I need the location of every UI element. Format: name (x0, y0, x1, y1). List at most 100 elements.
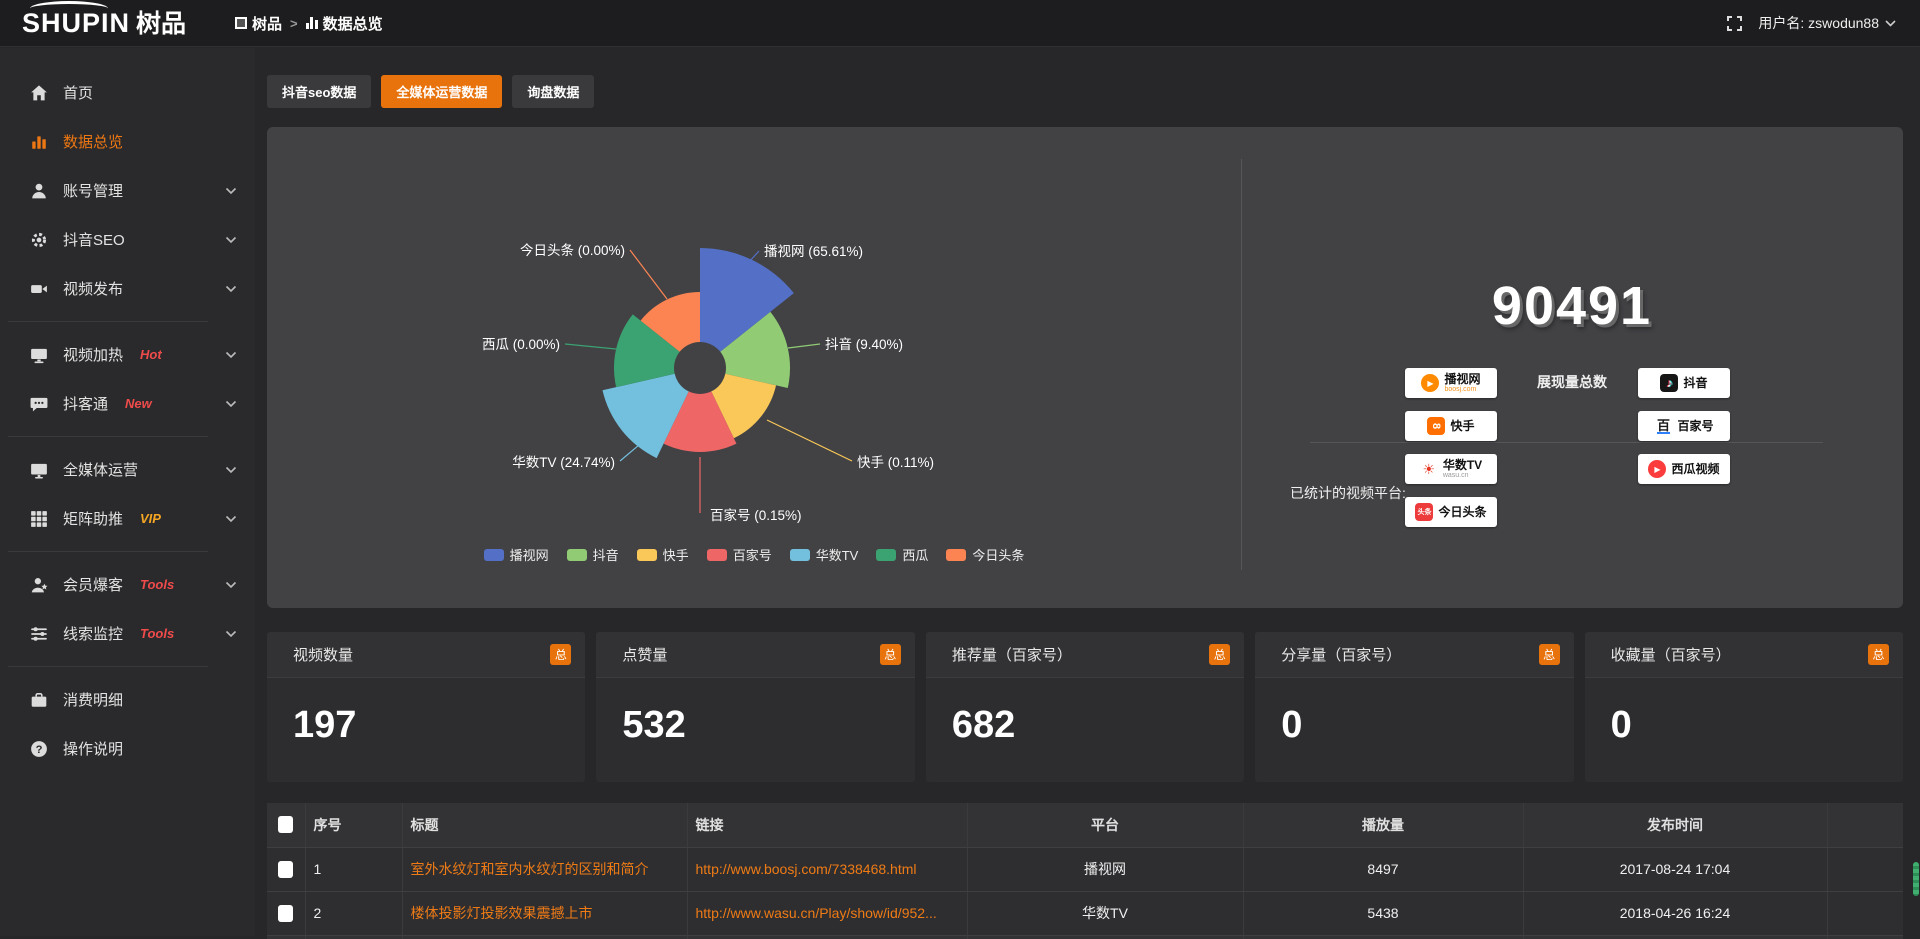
breadcrumb-current[interactable]: 数据总览 (306, 13, 383, 34)
breadcrumb-root[interactable]: 树品 (235, 13, 282, 34)
cell-platform: 播视网 (967, 847, 1243, 891)
legend-item-播视网[interactable]: 播视网 (484, 545, 549, 564)
col-header-7 (1827, 803, 1903, 847)
sidebar-item-label: 消费明细 (63, 689, 123, 710)
sidebar-item-label: 线索监控 (63, 623, 123, 644)
platform-column-right: ♪抖音百百家号▶西瓜视频 (1638, 368, 1730, 484)
sidebar-item-monitor[interactable]: 全媒体运营 (0, 445, 255, 494)
legend-item-西瓜[interactable]: 西瓜 (876, 545, 928, 564)
sidebar-item-video[interactable]: 视频发布 (0, 264, 255, 313)
cell-title[interactable]: 室外水纹灯和室内水纹灯的区别和简介 (402, 847, 687, 891)
platform-name: 百家号 (1677, 420, 1713, 432)
legend-label: 播视网 (510, 545, 549, 564)
page-scrollbar-thumb[interactable] (1913, 862, 1919, 896)
col-header-4: 平台 (967, 803, 1243, 847)
sidebar-divider (8, 436, 208, 437)
xigua-logo-icon: ▶ (1648, 460, 1666, 478)
col-header-1: 序号 (305, 803, 402, 847)
site-icon (235, 17, 247, 29)
sidebar-item-label: 矩阵助推 (63, 508, 123, 529)
cell-link[interactable]: http://www.boosj.com/7338468.html (687, 847, 967, 891)
breadcrumb: 树品 > 数据总览 (235, 13, 383, 34)
pie-label: 华数TV (24.74%) (512, 455, 615, 470)
sidebar-item-gear[interactable]: 抖音SEO (0, 215, 255, 264)
select-all-checkbox[interactable] (278, 816, 293, 833)
tab-2[interactable]: 询盘数据 (512, 75, 594, 108)
overview-panel: 播视网 (65.61%)抖音 (9.40%)快手 (0.11%)百家号 (0.1… (267, 127, 1903, 608)
chevron-down-icon (225, 466, 237, 474)
sidebar-item-user[interactable]: 账号管理 (0, 166, 255, 215)
douyin-logo-icon: ♪ (1660, 374, 1678, 392)
sidebar-item-sliders[interactable]: 线索监控 Tools (0, 609, 255, 658)
legend-item-抖音[interactable]: 抖音 (567, 545, 619, 564)
total-badge: 总 (1868, 644, 1889, 665)
sidebar-item-badge: Tools (140, 577, 174, 592)
legend-item-今日头条[interactable]: 今日头条 (946, 545, 1024, 564)
sidebar-item-badge: Tools (140, 626, 174, 641)
username-label: 用户名: zswodun88 (1758, 13, 1879, 33)
logo-text-cn: 树品 (136, 12, 186, 37)
stat-card-header: 分享量（百家号）总 (1255, 632, 1573, 678)
sidebar-item-label: 会员爆客 (63, 574, 123, 595)
legend-label: 西瓜 (902, 545, 928, 564)
sidebar-item-bar-chart[interactable]: 数据总览 (0, 117, 255, 166)
total-badge: 总 (550, 644, 571, 665)
stat-card-label: 分享量（百家号） (1281, 644, 1401, 665)
total-impressions-value: 90491 (1241, 275, 1903, 337)
stat-card-value: 682 (926, 678, 1244, 747)
legend-item-百家号[interactable]: 百家号 (707, 545, 772, 564)
legend-item-快手[interactable]: 快手 (637, 545, 689, 564)
stat-card-value: 0 (1255, 678, 1573, 747)
sidebar-item-label: 首页 (63, 82, 93, 103)
wallet-icon (30, 691, 48, 709)
panel-divider (1241, 159, 1242, 570)
col-header-2: 标题 (402, 803, 687, 847)
sliders-icon (30, 625, 48, 643)
platform-name: 今日头条 (1438, 506, 1486, 518)
col-header-0 (267, 803, 305, 847)
chevron-down-icon (225, 351, 237, 359)
sidebar-item-wallet[interactable]: 消费明细 (0, 675, 255, 724)
total-impressions-label: 展现量总数 (1241, 372, 1903, 392)
fullscreen-icon[interactable] (1727, 16, 1742, 31)
tab-0[interactable]: 抖音seo数据 (267, 75, 371, 108)
baijiahao-logo-icon: 百 (1654, 417, 1672, 435)
tab-1[interactable]: 全媒体运营数据 (381, 75, 502, 108)
bar-chart-icon (30, 133, 48, 151)
row-checkbox[interactable] (278, 861, 293, 878)
row-checkbox[interactable] (278, 905, 293, 922)
sidebar-item-user-star[interactable]: 会员爆客 Tools (0, 560, 255, 609)
cell-link[interactable]: http://www.wasu.cn/Play/show/id/952... (687, 891, 967, 935)
sidebar-item-badge: Hot (140, 347, 162, 362)
user-menu[interactable]: 用户名: zswodun88 (1758, 13, 1896, 33)
legend-swatch (707, 549, 727, 561)
video-icon (30, 280, 48, 298)
pie-label: 今日头条 (0.00%) (520, 242, 625, 258)
chevron-down-icon (225, 236, 237, 244)
col-header-5: 播放量 (1243, 803, 1523, 847)
total-badge: 总 (880, 644, 901, 665)
legend-label: 华数TV (816, 545, 859, 564)
cell-empty (1827, 891, 1903, 935)
cell-title[interactable]: 楼体投影灯投影效果震撼上市 (402, 891, 687, 935)
stat-card-label: 视频数量 (293, 644, 353, 665)
sidebar-item-badge: New (125, 396, 152, 411)
legend-item-华数TV[interactable]: 华数TV (790, 545, 859, 564)
legend-swatch (567, 549, 587, 561)
sidebar-item-home[interactable]: 首页 (0, 68, 255, 117)
sidebar-item-label: 视频发布 (63, 278, 123, 299)
sidebar-item-question[interactable]: ?操作说明 (0, 724, 255, 773)
col-header-6: 发布时间 (1523, 803, 1827, 847)
